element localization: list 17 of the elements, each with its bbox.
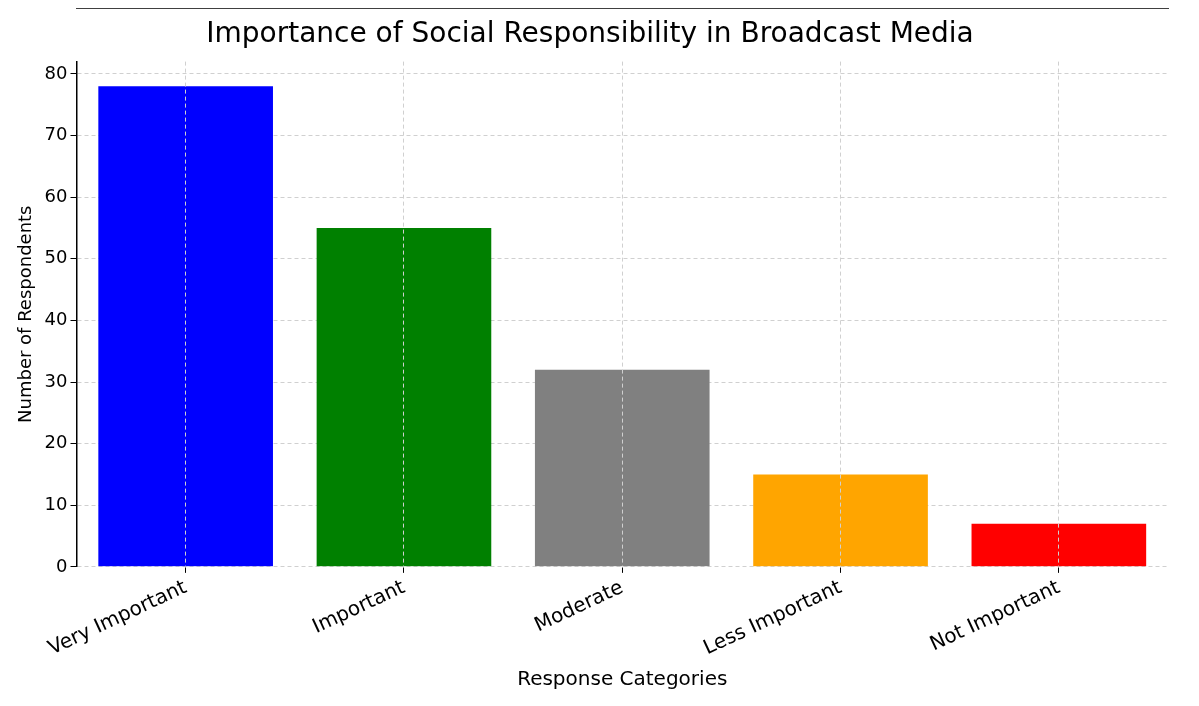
x-axis-title: Response Categories <box>517 666 728 691</box>
bar <box>534 369 710 567</box>
y-tick-label: 30 <box>44 369 68 391</box>
y-tick-label: 20 <box>44 431 68 453</box>
bar <box>753 474 928 567</box>
bar <box>971 523 1147 567</box>
y-tick-label: 80 <box>44 61 68 83</box>
y-tick-label: 50 <box>44 246 68 268</box>
chart-title: Importance of Social Responsibility in Broadcast Media <box>206 16 974 50</box>
bar <box>98 86 273 567</box>
y-tick-label: 60 <box>44 184 68 206</box>
bar <box>316 227 492 567</box>
y-tick-label: 10 <box>44 492 68 514</box>
y-tick-label: 40 <box>44 308 68 330</box>
y-axis-title: Number of Respondents <box>14 205 36 423</box>
y-tick-label: 70 <box>44 123 68 145</box>
y-tick-label: 0 <box>56 554 68 576</box>
